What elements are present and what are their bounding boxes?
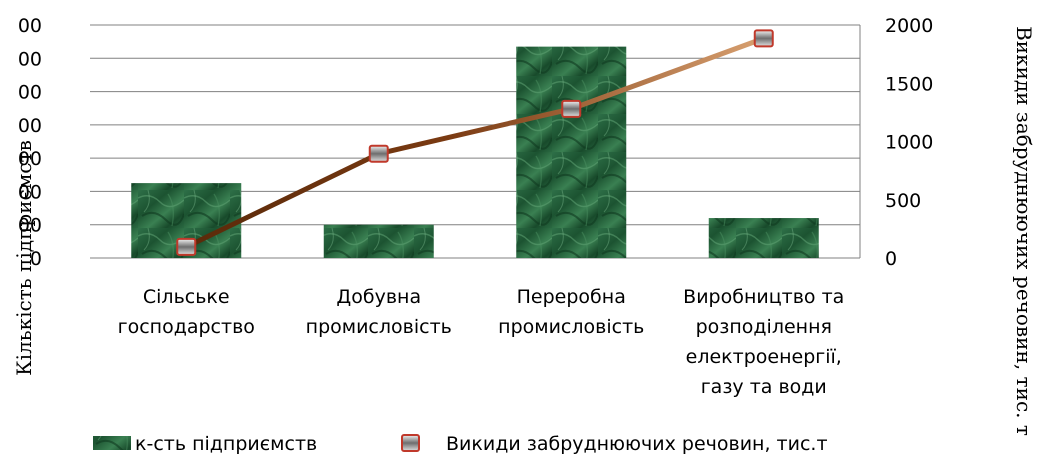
right-tick-label: 2000 xyxy=(885,15,933,37)
legend-bar-swatch xyxy=(93,436,131,450)
category-label: Переробна промисловість xyxy=(498,286,644,338)
category-label: Виробництво та розподілення електроенергії… xyxy=(683,286,844,398)
right-tick-label: 1500 xyxy=(885,73,933,95)
y2-axis-title: Викиди забруднюючих речовин, тис. т xyxy=(1012,26,1036,436)
line-marker xyxy=(176,237,197,256)
left-tick-label: 0 xyxy=(30,248,42,270)
bar xyxy=(708,218,819,258)
legend-bar-label: к-сть підприємств xyxy=(135,433,317,455)
bars xyxy=(131,46,819,259)
bar xyxy=(323,224,434,258)
series-line xyxy=(183,35,767,250)
left-tick-label: 00 xyxy=(18,82,42,104)
left-tick-label: 00 xyxy=(18,115,42,137)
left-tick-label: 00 xyxy=(18,181,42,203)
y-axis-title: Кількість підприємств xyxy=(12,140,36,376)
line-marker xyxy=(368,144,389,163)
bar xyxy=(516,46,627,259)
right-tick-label: 0 xyxy=(885,248,897,270)
category-label: Сільське господарство xyxy=(118,286,255,338)
right-axis-ticks: 0 500 1000 1500 2000 xyxy=(885,15,933,270)
line-marker xyxy=(561,99,582,118)
right-tick-label: 500 xyxy=(885,190,921,212)
line-series xyxy=(176,29,774,256)
category-labels: Сільське господарство Добувна промисловість… xyxy=(118,286,845,398)
legend-line-label: Викиди забруднюючих речовин, тис.т xyxy=(446,433,828,455)
legend: к-сть підприємств Викиди забруднюючих ре… xyxy=(93,433,828,455)
category-label: Добувна промисловість xyxy=(306,286,452,338)
left-tick-label: 00 xyxy=(18,148,42,170)
right-tick-label: 1000 xyxy=(885,132,933,154)
left-tick-label: 00 xyxy=(18,15,42,37)
line-marker xyxy=(753,29,774,48)
left-tick-label: 00 xyxy=(18,215,42,237)
legend-line-marker xyxy=(401,434,420,452)
left-tick-label: 00 xyxy=(18,48,42,70)
